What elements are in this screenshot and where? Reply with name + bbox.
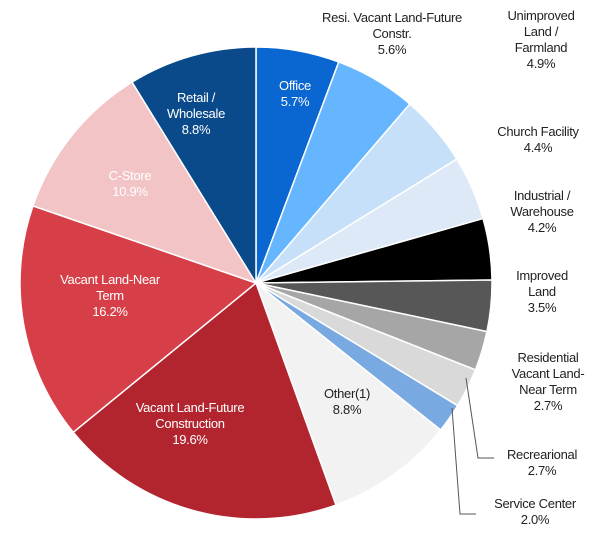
slice-name: Unimproved Land / Farmland <box>507 8 575 55</box>
slice-value: 2.7% <box>527 463 557 478</box>
slice-label: Office 5.7% <box>265 78 325 110</box>
slice-value: 16.2% <box>92 304 128 319</box>
slice-label: Improved Land 3.5% <box>510 268 575 316</box>
slice-value: 8.8% <box>332 402 362 417</box>
slice <box>72 281 337 520</box>
slice-name: Retail / Wholesale <box>167 90 225 121</box>
slice-name: Improved Land <box>516 268 568 299</box>
slice-value: 3.5% <box>527 300 557 315</box>
slice-name: Vacant Land-Near Term <box>60 272 160 303</box>
slice-name: Recrearional <box>506 447 578 462</box>
slice-value: 4.2% <box>527 220 557 235</box>
slice-label: Industrial / Warehouse 4.2% <box>502 188 582 236</box>
slice-label: C-Store 10.9% <box>90 168 170 200</box>
slice-name: Other(1) <box>323 386 370 401</box>
slice-value: 5.6% <box>377 42 407 57</box>
slice-name: Industrial / Warehouse <box>510 188 574 219</box>
slice-label: Recrearional 2.7% <box>497 447 587 479</box>
slice-value: 5.7% <box>280 94 310 109</box>
slice-name: Church Facility <box>497 124 579 139</box>
slice-value: 2.7% <box>533 398 563 413</box>
slice-label: Vacant Land-Future Construction 19.6% <box>115 400 265 448</box>
slice <box>32 81 258 285</box>
slice <box>254 280 442 507</box>
slice-value: 4.4% <box>523 140 553 155</box>
slice-label: Resi. Vacant Land-Future Constr. 5.6% <box>305 10 480 58</box>
slice-name: Service Center <box>494 496 576 511</box>
slice-value: 19.6% <box>172 432 208 447</box>
slice-value: 4.9% <box>526 56 556 71</box>
slice-label: Other(1) 8.8% <box>312 386 382 418</box>
slice <box>131 46 257 286</box>
slice-name: Resi. Vacant Land-Future Constr. <box>322 10 462 41</box>
slice-name: Residential Vacant Land-Near Term <box>511 350 585 397</box>
slice-name: Vacant Land-Future Construction <box>135 400 245 431</box>
leader-line <box>465 377 494 459</box>
slice-label: Residential Vacant Land-Near Term 2.7% <box>502 350 594 414</box>
slice-label: Church Facility 4.4% <box>483 124 593 156</box>
leader-line <box>451 407 476 515</box>
slice-value: 8.8% <box>181 122 211 137</box>
slice-label: Retail / Wholesale 8.8% <box>161 90 231 138</box>
slice-name: Office <box>279 78 311 93</box>
slice-label: Vacant Land-Near Term 16.2% <box>60 272 160 320</box>
slice-value: 2.0% <box>520 512 550 527</box>
slice-label: Unimproved Land / Farmland 4.9% <box>501 8 581 72</box>
slice <box>19 204 258 434</box>
slice-value: 10.9% <box>112 184 148 199</box>
slice-name: C-Store <box>108 168 152 183</box>
slice-label: Service Center 2.0% <box>480 496 590 528</box>
